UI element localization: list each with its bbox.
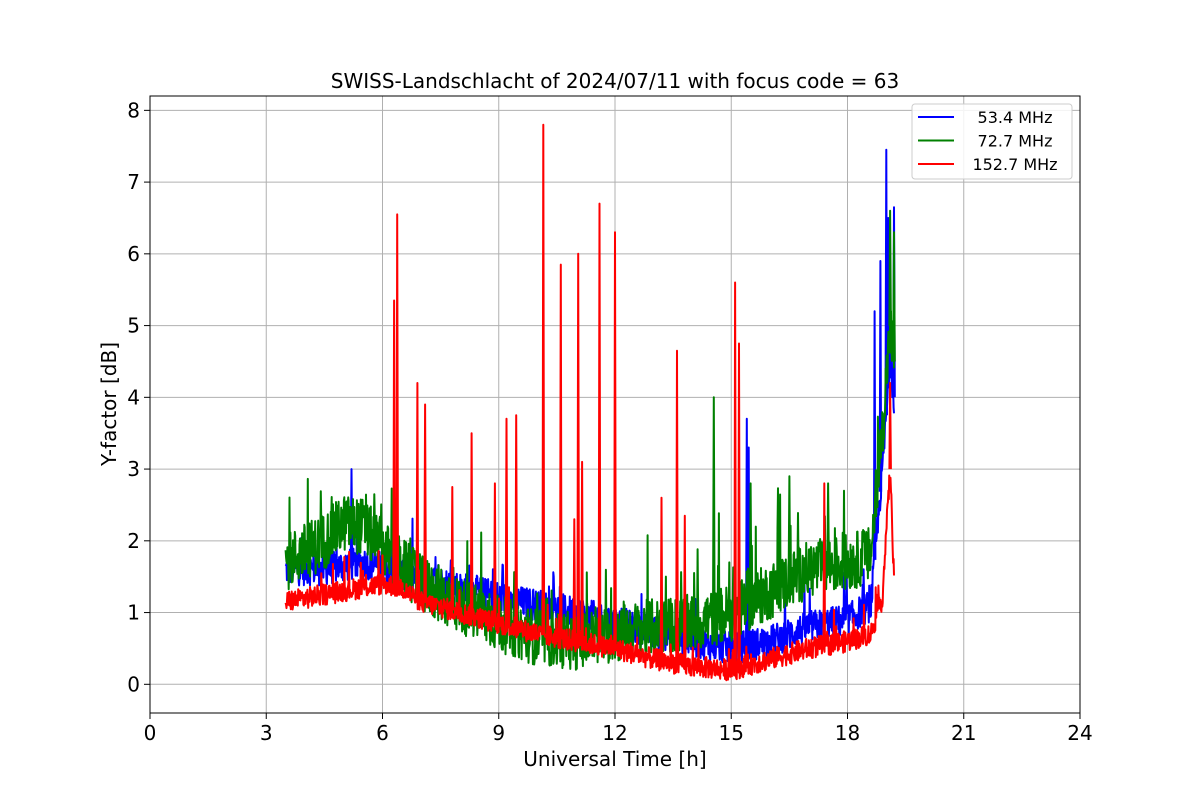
legend-label-1: 53.4 MHz [978, 108, 1053, 127]
y-axis: 0 1 2 3 4 5 6 7 8 [127, 98, 150, 696]
x-tick-label: 21 [951, 721, 976, 745]
series-group [284, 123, 896, 682]
x-axis-label: Universal Time [h] [523, 747, 706, 771]
x-tick-label: 18 [835, 721, 860, 745]
legend-label-2: 72.7 MHz [978, 132, 1053, 151]
y-tick-label: 7 [127, 170, 140, 194]
series-line-3 [284, 123, 895, 682]
x-axis: 0 3 6 9 12 15 18 21 24 [144, 713, 1093, 745]
y-tick-label: 0 [127, 672, 140, 696]
x-tick-label: 15 [719, 721, 744, 745]
series-line-1 [284, 148, 896, 665]
y-tick-label: 6 [127, 242, 140, 266]
y-tick-label: 1 [127, 601, 140, 625]
x-tick-label: 12 [602, 721, 627, 745]
y-tick-label: 5 [127, 314, 140, 338]
chart-title: SWISS-Landschlacht of 2024/07/11 with fo… [331, 69, 899, 93]
y-tick-label: 4 [127, 385, 140, 409]
y-axis-label: Y-factor [dB] [97, 342, 121, 467]
y-tick-label: 8 [127, 98, 140, 122]
y-tick-label: 3 [127, 457, 140, 481]
legend-box [911, 103, 1073, 180]
x-tick-label: 24 [1067, 721, 1092, 745]
legend: 53.4 MHz 72.7 MHz 152.7 MHz [911, 103, 1073, 180]
legend-label-3: 152.7 MHz [972, 155, 1057, 174]
x-tick-label: 6 [376, 721, 389, 745]
x-tick-label: 3 [260, 721, 273, 745]
x-tick-label: 9 [492, 721, 505, 745]
y-tick-label: 2 [127, 529, 140, 553]
x-tick-label: 0 [144, 721, 157, 745]
